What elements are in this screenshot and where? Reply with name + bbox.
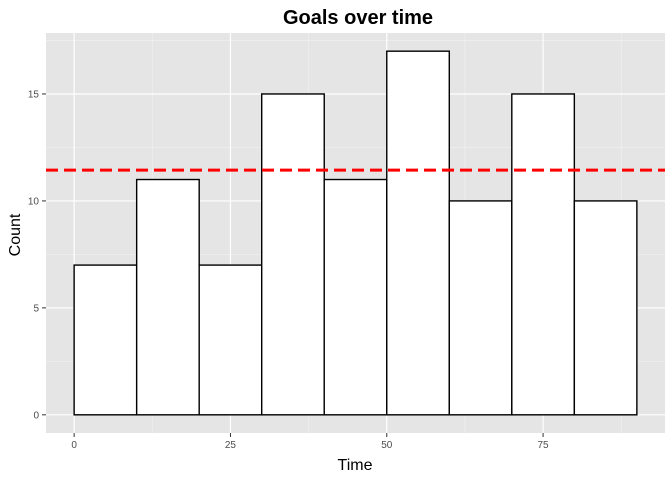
y-axis-title: Count <box>7 213 24 256</box>
x-tick-label: 25 <box>225 440 237 451</box>
y-tick-label: 15 <box>28 89 40 100</box>
histogram-bar <box>261 93 325 416</box>
histogram-bar <box>135 178 200 416</box>
y-axis-ticks: 0 5 10 15 <box>28 89 46 421</box>
x-tick-label: 75 <box>538 440 550 451</box>
x-tick-label: 0 <box>71 440 77 451</box>
histogram-bar <box>573 200 638 416</box>
y-tick-label: 10 <box>28 196 40 207</box>
histogram-bar <box>386 50 450 416</box>
y-tick-label: 5 <box>33 303 39 314</box>
histogram-bar <box>73 264 138 416</box>
histogram-bar <box>448 200 513 416</box>
bars <box>73 50 638 416</box>
x-axis-title: Time <box>338 457 373 474</box>
x-tick-label: 50 <box>381 440 393 451</box>
histogram-bar <box>511 93 576 416</box>
x-axis-ticks: 0 25 50 75 <box>71 433 549 451</box>
histogram-bar <box>323 178 388 416</box>
y-tick-label: 0 <box>33 410 39 421</box>
histogram-bar <box>198 264 263 416</box>
chart-title: Goals over time <box>283 7 433 29</box>
